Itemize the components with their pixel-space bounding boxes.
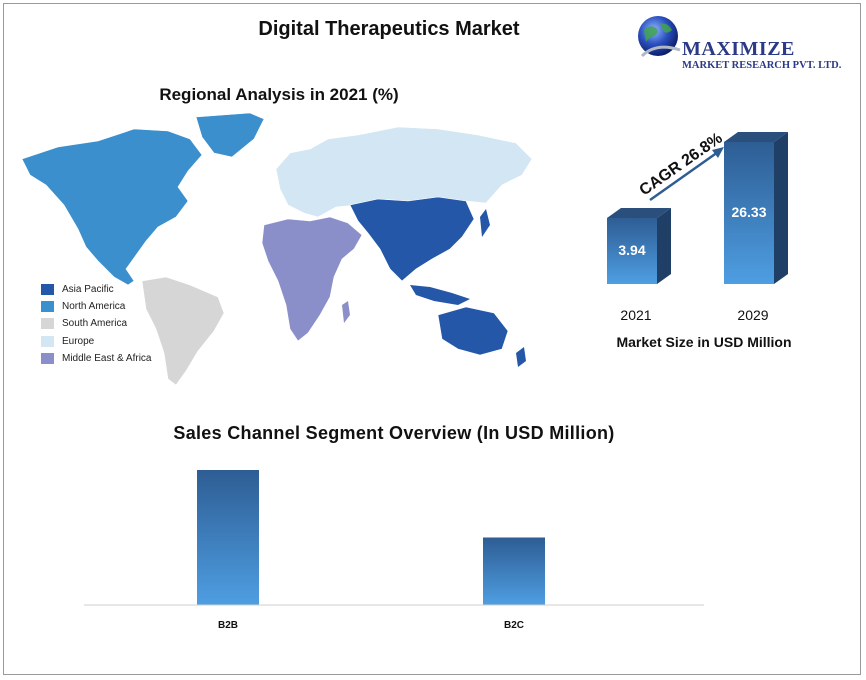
- legend-swatch: [41, 352, 54, 364]
- sales-category-label: B2B: [218, 620, 238, 631]
- map-title: Regional Analysis in 2021 (%): [159, 85, 399, 104]
- legend-swatch: [41, 318, 54, 330]
- legend-label: South America: [62, 318, 128, 330]
- map-region-australia: [437, 306, 509, 356]
- legend-label: Europe: [62, 335, 95, 347]
- market-size-label: Market Size in USD Million: [616, 334, 792, 350]
- legend-swatch: [41, 284, 54, 296]
- sales-bar: [483, 537, 545, 605]
- cagr-annotation: CAGR 26.8%: [637, 130, 726, 202]
- legend-item-europe: Europe: [41, 333, 151, 350]
- map-legend: Asia Pacific North America South America…: [41, 281, 151, 367]
- map-region-asia: [349, 196, 475, 282]
- sales-category-label: B2C: [504, 620, 524, 631]
- map-region-new-zealand: [516, 347, 526, 367]
- infographic-frame: Digital Therapeutics Market MAXIMIZE MAR…: [3, 3, 861, 675]
- logo-name: MAXIMIZE: [682, 38, 795, 60]
- map-region-middle-east-africa: [261, 216, 363, 342]
- market-bars: 3.94 2021 26.33 2029: [607, 132, 788, 323]
- legend-label: North America: [62, 301, 126, 313]
- legend-swatch: [41, 335, 54, 347]
- map-region-indonesia: [410, 285, 470, 305]
- globe-icon: [638, 16, 681, 58]
- market-bar: [724, 142, 774, 284]
- sales-chart-title: Sales Channel Segment Overview (In USD M…: [173, 423, 615, 443]
- map-region-europe: [275, 126, 533, 218]
- market-year-label: 2029: [737, 307, 768, 323]
- market-bar-side: [774, 132, 788, 284]
- map-region-north-america: [21, 128, 203, 286]
- market-bar-value: 26.33: [731, 204, 766, 220]
- sales-bars: B2B B2C: [197, 470, 545, 631]
- market-bar-top: [724, 132, 788, 142]
- legend-item-north-america: North America: [41, 298, 151, 315]
- sales-bar: [197, 470, 259, 605]
- cagr-arrow-icon: [712, 147, 724, 158]
- logo-subtitle: MARKET RESEARCH PVT. LTD.: [682, 60, 842, 71]
- market-bar-value: 3.94: [618, 242, 645, 258]
- company-logo: MAXIMIZE MARKET RESEARCH PVT. LTD.: [634, 12, 866, 76]
- market-year-label: 2021: [620, 307, 651, 323]
- cagr-label: CAGR 26.8%: [637, 130, 726, 200]
- page-title: Digital Therapeutics Market: [258, 18, 520, 40]
- legend-label: Middle East & Africa: [62, 352, 152, 364]
- legend-swatch: [41, 301, 54, 313]
- map-region-south-america: [141, 276, 225, 386]
- legend-label: Asia Pacific: [62, 284, 114, 296]
- legend-item-south-america: South America: [41, 315, 151, 332]
- legend-item-middle-east-africa: Middle East & Africa: [41, 350, 151, 367]
- market-bar: [607, 218, 657, 284]
- market-bar-side: [657, 208, 671, 284]
- map-region-madagascar: [342, 301, 350, 323]
- world-map: [21, 112, 533, 386]
- legend-item-asia-pacific: Asia Pacific: [41, 281, 151, 298]
- map-region-japan: [480, 209, 490, 237]
- map-region-greenland: [195, 112, 265, 158]
- market-bar-top: [607, 208, 671, 218]
